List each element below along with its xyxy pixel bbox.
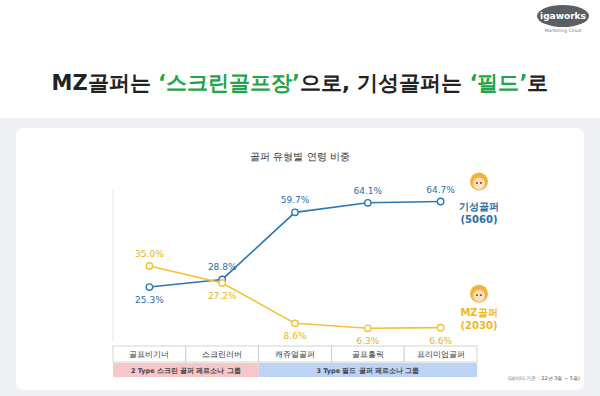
legend-label-line: MZ골퍼	[460, 307, 497, 318]
title-part: ‘스크린골프장’	[158, 71, 300, 95]
data-label: 64.7%	[426, 185, 455, 195]
category-cell	[404, 346, 477, 362]
legend-icon-face	[473, 290, 485, 302]
page: igaworks Marketing Cloud MZ골퍼는 ‘스크린골프장’으로,…	[0, 0, 600, 396]
data-label: 6.3%	[356, 336, 379, 346]
legend-icon-eye	[476, 294, 478, 296]
legend-label: MZ골퍼 (2030)	[460, 307, 497, 331]
card	[16, 128, 584, 390]
legend-icon-eye	[476, 182, 478, 184]
data-label: 35.0%	[135, 249, 164, 259]
group-label: 2 Type 스크린 골퍼 페르소나 그룹	[131, 367, 241, 375]
category-cell	[113, 346, 186, 362]
category-cell	[331, 346, 404, 362]
legend-label-line: (5060)	[461, 214, 498, 225]
data-label: 6.6%	[429, 336, 452, 346]
chart-svg: igaworks Marketing Cloud MZ골퍼는 ‘스크린골프장’으로,…	[0, 0, 600, 396]
legend-label-line: (2030)	[461, 320, 498, 331]
data-point	[437, 324, 443, 330]
data-point	[365, 200, 371, 206]
series-line	[149, 202, 440, 288]
category-cell	[259, 346, 332, 362]
chart-title: 골퍼 유형별 연령 비중	[250, 151, 350, 162]
legend-icon-face	[473, 178, 485, 190]
legend-label-line: 기성골퍼	[459, 201, 499, 212]
x-tick-label: 캐쥬얼골퍼	[275, 350, 315, 359]
title-part: 으로, 기성골퍼는	[300, 71, 470, 95]
data-label: 59.7%	[281, 195, 310, 205]
series-line	[149, 266, 440, 328]
logo: igaworks	[540, 11, 586, 21]
data-point	[365, 325, 371, 331]
data-point	[219, 280, 225, 286]
labels-layer: 25.3% 28.8% 59.7% 64.1% 64.7% 35.0% 27.2% 8.6% 6…	[135, 173, 499, 347]
data-label: 8.6%	[284, 331, 307, 341]
x-tick-label: 스크린러버	[202, 350, 242, 359]
note: (데이터 기준 : 22년 3월 ~ 5월)	[508, 375, 580, 381]
page-title: MZ골퍼는 ‘스크린골프장’으로, 기성골퍼는 ‘필드’로	[52, 71, 549, 95]
data-point	[292, 209, 298, 215]
data-label: 64.1%	[354, 186, 383, 196]
category-cell	[186, 346, 259, 362]
legend-icon	[470, 173, 488, 191]
data-point	[146, 263, 152, 269]
title-part: MZ골퍼는	[52, 71, 158, 95]
x-tick-label: 골프비기너	[129, 350, 169, 359]
title-part: ‘필드’	[470, 71, 528, 95]
legend-icon-eye	[480, 182, 482, 184]
title-part: 로	[527, 71, 548, 95]
x-tick-label: 프리미엄골퍼	[417, 350, 465, 359]
logo-badge	[537, 5, 589, 27]
group-label: 3 Type 필드 골퍼 페르소나 그룹	[316, 367, 419, 375]
y-axis-line	[113, 190, 114, 342]
x-tick-label: 골프홀릭	[352, 350, 384, 359]
data-label: 28.8%	[208, 262, 237, 272]
data-point	[292, 320, 298, 326]
legend-icon	[470, 285, 488, 303]
legend-label: 기성골퍼 (5060)	[459, 201, 499, 225]
logo-sub: Marketing Cloud	[545, 28, 582, 33]
plot-area	[146, 198, 444, 331]
group-band	[113, 363, 259, 377]
panel-background	[0, 118, 600, 396]
legend-icon-eye	[480, 294, 482, 296]
data-point	[437, 198, 443, 204]
group-band	[259, 363, 477, 377]
data-point	[146, 284, 152, 290]
data-label: 25.3%	[135, 295, 164, 305]
background	[0, 0, 600, 396]
data-label: 27.2%	[208, 291, 237, 301]
